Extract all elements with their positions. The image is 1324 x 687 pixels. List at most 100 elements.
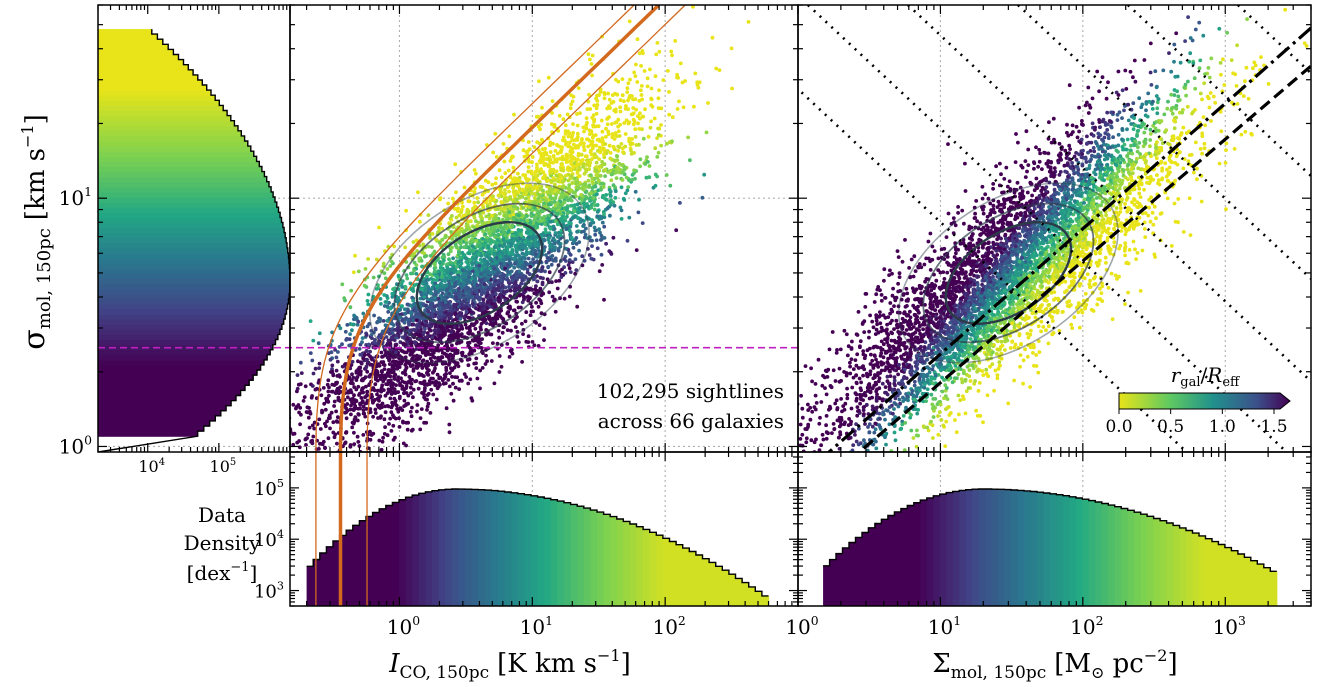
scatter-point	[368, 407, 373, 411]
scatter-point	[405, 336, 410, 341]
scatter-point	[469, 322, 474, 327]
scatter-point	[614, 176, 619, 181]
scatter-point	[415, 249, 419, 253]
scatter-point	[467, 345, 472, 350]
scatter-point	[526, 140, 531, 144]
scatter-point	[387, 379, 392, 383]
scatter-point	[444, 234, 448, 239]
scatter-point	[568, 106, 573, 111]
scatter-point	[356, 359, 360, 364]
scatter-point	[462, 281, 466, 285]
scatter-point	[291, 442, 296, 447]
scatter-point	[401, 420, 405, 425]
scatter-point	[479, 346, 484, 350]
scatter-point	[466, 234, 471, 239]
scatter-point	[442, 272, 447, 276]
scatter-point	[456, 206, 461, 211]
scatter-point	[336, 395, 341, 400]
scatter-point	[407, 322, 411, 327]
scatter-point	[567, 294, 572, 299]
scatter-point	[421, 242, 426, 247]
scatter-point	[444, 368, 449, 373]
scatter-point	[585, 154, 589, 159]
scatter-point	[245, 436, 249, 440]
scatter-point	[354, 399, 359, 404]
scatter-point	[310, 358, 315, 363]
scatter-point	[457, 387, 461, 391]
scatter-point	[416, 190, 420, 195]
scatter-point	[507, 355, 512, 359]
scatter-point	[462, 277, 466, 282]
scatter-point	[746, 20, 751, 24]
scatter-point	[421, 292, 426, 296]
scatter-point	[595, 103, 600, 107]
scatter-point	[326, 436, 331, 441]
scatter-point	[563, 123, 568, 128]
scatter-point	[355, 375, 359, 380]
scatter-point	[383, 410, 388, 415]
scatter-point	[423, 386, 427, 391]
scatter-point	[576, 86, 581, 90]
scatter-point	[667, 112, 672, 117]
scatter-point	[307, 464, 311, 468]
scatter-point	[359, 396, 364, 400]
scatter-point	[333, 470, 337, 474]
scatter-point	[670, 139, 674, 144]
scatter-point	[604, 126, 608, 131]
scatter-point	[675, 107, 680, 111]
scatter-point	[409, 351, 414, 356]
scatter-point	[608, 199, 613, 204]
scatter-point	[602, 152, 606, 157]
scatter-point	[562, 296, 567, 301]
scatter-point	[547, 290, 552, 295]
scatter-point	[674, 228, 679, 233]
scatter-point	[587, 253, 592, 257]
scatter-point	[323, 460, 327, 464]
scatter-point	[590, 53, 595, 58]
scatter-point	[427, 382, 432, 386]
scatter-point	[646, 134, 651, 139]
scatter-point	[467, 199, 472, 204]
scatter-point	[503, 285, 508, 290]
scatter-point	[591, 220, 596, 225]
scatter-point	[406, 420, 410, 425]
scatter-point	[670, 115, 675, 120]
scatter-point	[390, 252, 394, 257]
scatter-point	[618, 205, 623, 210]
scatter-point	[343, 329, 348, 334]
scatter-point	[352, 442, 357, 446]
scatter-point	[531, 257, 535, 262]
scatter-point	[389, 429, 394, 433]
scatter-point	[600, 159, 604, 164]
scatter-point	[311, 434, 316, 439]
scatter-point	[440, 378, 445, 383]
scatter-point	[559, 275, 564, 279]
scatter-point	[565, 167, 570, 172]
scatter-point	[497, 278, 501, 283]
scatter-point	[455, 351, 460, 355]
scatter-point	[523, 154, 528, 159]
scatter-point	[529, 309, 534, 314]
scatter-point	[615, 154, 620, 159]
scatter-point	[466, 315, 471, 320]
scatter-point	[571, 122, 575, 126]
scatter-point	[418, 427, 423, 432]
scatter-point	[280, 411, 284, 415]
scatter-point	[195, 480, 199, 484]
scatter-point	[328, 464, 332, 468]
scatter-point	[431, 392, 436, 397]
scatter-point	[582, 223, 586, 227]
scatter-point	[678, 201, 682, 205]
scatter-point	[648, 125, 653, 130]
scatter-point	[434, 397, 439, 402]
scatter-point	[624, 104, 628, 108]
scatter-point	[348, 305, 353, 310]
scatter-point	[549, 262, 554, 267]
scatter-point	[504, 239, 509, 244]
scatter-point	[473, 326, 478, 331]
scatter-point	[645, 155, 649, 160]
scatter-point	[353, 253, 357, 258]
scatter-point	[599, 216, 604, 221]
scatter-point	[335, 388, 339, 393]
scatter-point	[584, 163, 589, 167]
